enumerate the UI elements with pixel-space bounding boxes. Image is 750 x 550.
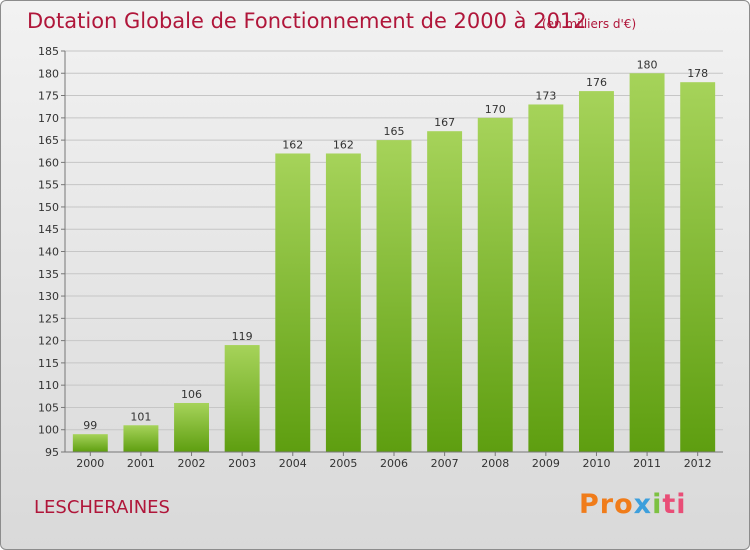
bar-value-label: 165: [384, 125, 405, 138]
x-tick-label: 2010: [582, 457, 610, 470]
logo-part: x: [633, 489, 653, 520]
bar-value-label: 101: [130, 410, 151, 423]
x-tick-label: 2008: [481, 457, 509, 470]
x-tick-label: 2001: [127, 457, 155, 470]
bar-value-label: 119: [232, 330, 253, 343]
x-tick-label: 2003: [228, 457, 256, 470]
x-tick-label: 2012: [684, 457, 712, 470]
y-axis: 95 100 105 110 115 120 125 130 135 140 145 150 155 16…: [38, 45, 66, 459]
bar: [224, 345, 260, 452]
chart-title: Dotation Globale de Fonctionnement de 20…: [27, 9, 587, 33]
bar: [578, 91, 614, 452]
y-tick-label: 185: [38, 45, 59, 58]
bar: [123, 425, 159, 452]
chart-subtitle: (en milliers d'€): [542, 17, 637, 31]
y-tick-label: 165: [38, 134, 59, 147]
bar-value-label: 173: [535, 89, 556, 102]
bar: [376, 140, 412, 452]
proxiti-logo: Proxiti: [579, 489, 687, 520]
bar: [427, 131, 463, 452]
x-axis: 2000 2001 2002 2003 2004 2005 2006 2007 2008 2009…: [65, 451, 723, 470]
commune-name: LESCHERAINES: [34, 497, 170, 518]
y-tick-label: 160: [38, 156, 59, 169]
y-tick-label: 100: [38, 424, 59, 437]
bar: [275, 153, 311, 452]
logo-part: ti: [662, 489, 687, 520]
bar-value-label: 99: [83, 419, 97, 432]
logo-part: Pro: [579, 489, 634, 520]
bar: [325, 153, 361, 452]
y-tick-label: 110: [38, 379, 59, 392]
y-tick-label: 120: [38, 335, 59, 348]
x-tick-label: 2009: [532, 457, 560, 470]
bar-value-label: 106: [181, 388, 202, 401]
bar-value-label: 180: [637, 58, 658, 71]
bar: [477, 117, 513, 452]
bar: [174, 402, 210, 452]
x-tick-label: 2000: [76, 457, 104, 470]
y-tick-label: 180: [38, 67, 59, 80]
bar-value-label: 176: [586, 76, 607, 89]
logo-part: i: [652, 489, 663, 520]
bar: [680, 82, 716, 452]
y-tick-label: 150: [38, 201, 59, 214]
x-tick-label: 2005: [329, 457, 357, 470]
bar: [72, 434, 108, 452]
bar-value-label: 170: [485, 103, 506, 116]
bar: [629, 73, 665, 453]
y-tick-label: 95: [45, 446, 59, 459]
y-tick-label: 130: [38, 290, 59, 303]
y-tick-label: 170: [38, 112, 59, 125]
y-tick-label: 125: [38, 312, 59, 325]
y-tick-label: 105: [38, 401, 59, 414]
y-tick-label: 145: [38, 223, 59, 236]
x-tick-label: 2007: [431, 457, 459, 470]
x-tick-label: 2002: [178, 457, 206, 470]
x-tick-label: 2006: [380, 457, 408, 470]
bar-value-label: 162: [282, 138, 303, 151]
bar: [528, 104, 564, 452]
x-tick-label: 2011: [633, 457, 661, 470]
bar-value-label: 167: [434, 116, 455, 129]
y-tick-label: 155: [38, 179, 59, 192]
x-tick-label: 2004: [279, 457, 307, 470]
y-tick-label: 135: [38, 268, 59, 281]
y-tick-label: 140: [38, 246, 59, 259]
bars: 99 101 106 119 162 162 165 167 170 173 176 180 178: [72, 58, 716, 453]
y-tick-label: 115: [38, 357, 59, 370]
bar-value-label: 178: [687, 67, 708, 80]
bar-value-label: 162: [333, 138, 354, 151]
y-tick-label: 175: [38, 90, 59, 103]
